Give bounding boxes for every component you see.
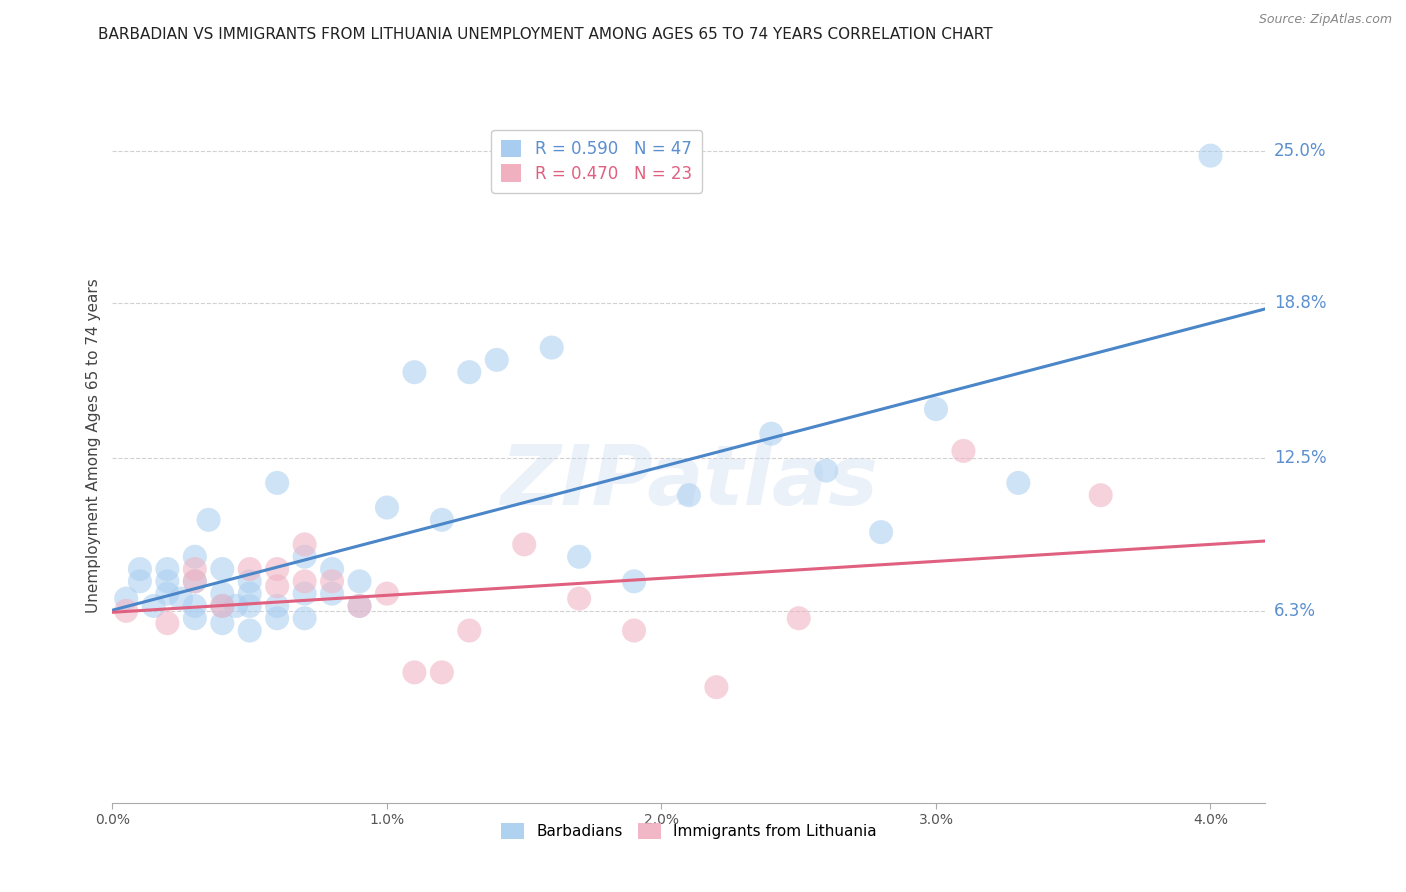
Point [1007,475,1029,490]
Point [142,599,165,613]
Point [184,562,207,576]
Point [513,537,536,551]
Point [430,665,453,680]
Point [266,562,288,576]
Point [430,513,453,527]
Point [129,562,152,576]
Point [211,599,233,613]
Point [156,587,179,601]
Point [952,444,974,458]
Point [375,587,398,601]
Point [761,426,783,441]
Point [485,352,508,367]
Y-axis label: Unemployment Among Ages 65 to 74 years: Unemployment Among Ages 65 to 74 years [86,278,101,614]
Text: 18.8%: 18.8% [1274,294,1326,312]
Point [239,587,262,601]
Point [404,365,426,379]
Point [211,616,233,631]
Text: 12.5%: 12.5% [1274,450,1326,467]
Point [540,341,562,355]
Point [706,680,728,694]
Point [156,574,179,589]
Point [787,611,810,625]
Point [294,537,316,551]
Text: 6.3%: 6.3% [1274,602,1316,620]
Point [1199,148,1222,162]
Point [197,513,219,527]
Point [623,574,645,589]
Point [115,604,138,618]
Point [568,591,591,606]
Point [458,624,481,638]
Point [184,549,207,564]
Point [404,665,426,680]
Point [211,587,233,601]
Point [375,500,398,515]
Point [211,599,233,613]
Point [266,599,288,613]
Point [294,574,316,589]
Point [184,611,207,625]
Point [568,549,591,564]
Point [266,579,288,593]
Point [321,562,343,576]
Point [129,574,152,589]
Point [815,464,838,478]
Point [623,624,645,638]
Text: BARBADIAN VS IMMIGRANTS FROM LITHUANIA UNEMPLOYMENT AMONG AGES 65 TO 74 YEARS CO: BARBADIAN VS IMMIGRANTS FROM LITHUANIA U… [98,27,993,42]
Point [239,562,262,576]
Point [211,562,233,576]
Point [115,591,138,606]
Point [184,574,207,589]
Point [239,599,262,613]
Point [870,525,893,540]
Point [225,599,247,613]
Point [294,611,316,625]
Text: ZIPatlas: ZIPatlas [501,442,877,522]
Point [349,599,371,613]
Point [184,574,207,589]
Point [925,402,948,417]
Text: Source: ZipAtlas.com: Source: ZipAtlas.com [1258,13,1392,27]
Point [321,574,343,589]
Point [170,591,193,606]
Point [678,488,700,502]
Point [349,599,371,613]
Point [266,475,288,490]
Point [458,365,481,379]
Point [156,562,179,576]
Point [156,616,179,631]
Legend: Barbadians, Immigrants from Lithuania: Barbadians, Immigrants from Lithuania [495,817,883,845]
Point [239,574,262,589]
Point [349,574,371,589]
Point [184,599,207,613]
Point [1090,488,1112,502]
Point [239,624,262,638]
Point [294,587,316,601]
Point [266,611,288,625]
Point [321,587,343,601]
Text: 25.0%: 25.0% [1274,142,1326,160]
Point [294,549,316,564]
